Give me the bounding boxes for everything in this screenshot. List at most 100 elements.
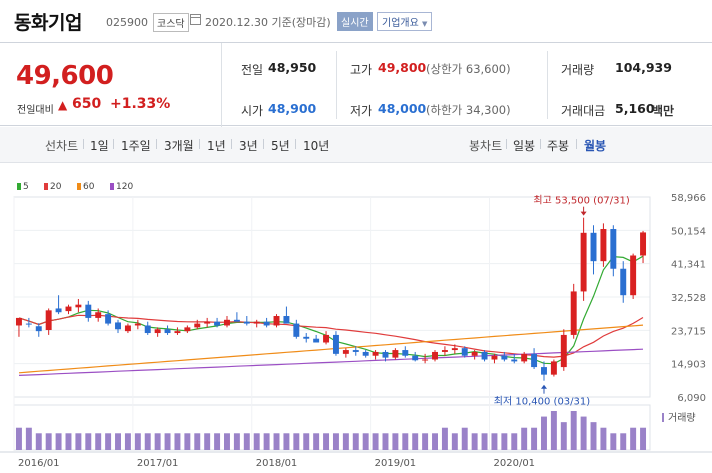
tab-1w[interactable]: 1주일: [121, 139, 151, 153]
x-tick-label: 2016/01: [18, 458, 60, 469]
stock-code: 025900: [106, 16, 148, 29]
price-summary: 49,600 전일대비 ▲ 650 +1.33% 전일 48,950 고가 49…: [0, 42, 712, 127]
divider: [83, 139, 84, 149]
candle-body: [590, 232, 597, 262]
line-chart-label: 선차트: [45, 139, 79, 153]
volume-label: 거래량: [668, 412, 696, 424]
volume-bar: [610, 433, 617, 450]
candle-body: [214, 321, 221, 326]
volume-bar: [174, 433, 181, 450]
volume-bar: [224, 433, 230, 450]
volume-bar: [422, 433, 429, 450]
candle-body: [273, 316, 280, 326]
tab-1d[interactable]: 1일: [90, 139, 109, 153]
candle-body: [134, 323, 141, 326]
open-label: 시가: [241, 104, 264, 118]
volume-bar: [501, 433, 508, 450]
volume-value: 104,939: [615, 60, 672, 75]
candle-body: [35, 326, 42, 332]
divider: [156, 139, 157, 149]
legend-ma120: 120: [110, 182, 133, 192]
volume-bar: [332, 433, 339, 450]
upper-limit: (상한가 63,600): [426, 62, 511, 76]
volume-bar: [65, 433, 72, 450]
candle-body: [313, 338, 320, 343]
volume-bar: [362, 433, 369, 450]
change-value: 650: [72, 96, 102, 112]
realtime-button[interactable]: 실시간: [337, 12, 373, 31]
volume-bar: [432, 433, 438, 450]
company-name[interactable]: 동화기업: [14, 12, 82, 34]
divider: [263, 139, 264, 149]
volume-bar: [253, 433, 260, 450]
volume-bar: [412, 433, 419, 450]
volume-bar: [392, 433, 399, 450]
legend-ma20: 20: [44, 182, 61, 192]
volume-bar: [451, 433, 458, 450]
candle-body: [352, 350, 359, 352]
candle-body: [144, 325, 151, 334]
volume-bar: [402, 433, 409, 450]
candle-body: [550, 361, 557, 375]
candle-body: [441, 350, 448, 352]
candle-body: [620, 268, 627, 296]
candle-body: [233, 319, 240, 322]
candle-body: [283, 316, 290, 324]
candle-body: [600, 229, 607, 262]
y-tick-label: 32,528: [671, 293, 706, 304]
low-label: 저가: [350, 104, 373, 118]
legend-ma60: 60: [77, 182, 94, 192]
legend-ma5: 5: [17, 182, 29, 192]
amount-unit: 백만: [652, 104, 675, 118]
change-label: 전일대비: [17, 105, 54, 116]
candle-body: [174, 331, 181, 334]
open-value: 48,900: [268, 101, 317, 116]
y-tick-label: 50,154: [671, 226, 706, 237]
candle-body: [25, 323, 32, 325]
volume-bar: [531, 427, 538, 450]
quote-date: 2020.12.30 기준(장마감): [205, 16, 331, 29]
calendar-icon: [190, 14, 201, 25]
volume-bar: [95, 433, 102, 450]
ma-line-120: [18, 348, 644, 376]
volume-bar: [550, 411, 557, 450]
volume-bar: [620, 433, 627, 450]
candle-body: [105, 314, 112, 324]
volume-bar: [134, 433, 141, 450]
candle-body: [541, 367, 547, 375]
amount-value: 5,160: [615, 101, 655, 116]
volume-bar: [352, 433, 359, 450]
volume-bar: [481, 433, 488, 450]
tab-monthly[interactable]: 월봉: [584, 139, 607, 153]
y-tick-label: 23,715: [671, 326, 706, 337]
candle-body: [580, 232, 587, 292]
candle-body: [630, 255, 637, 296]
tab-10y[interactable]: 10년: [303, 139, 330, 153]
candle-body: [402, 350, 409, 356]
divider: [547, 51, 548, 119]
lower-limit: (하한가 34,300): [426, 103, 511, 117]
volume-bar: [124, 433, 131, 450]
price-chart[interactable]: 58,966 50,154 41,341 32,528 23,715 14,903 6,09…: [0, 180, 712, 473]
divider: [336, 51, 337, 119]
tab-5y[interactable]: 5년: [271, 139, 290, 153]
candle-body: [204, 321, 211, 324]
tab-daily[interactable]: 일봉: [513, 139, 536, 153]
candle-body: [194, 323, 201, 328]
candle-body: [45, 310, 52, 331]
volume-bar: [461, 427, 468, 450]
candle-body: [392, 350, 399, 358]
prev-close-label: 전일: [241, 63, 264, 77]
candle-body: [253, 321, 260, 324]
tab-1y[interactable]: 1년: [207, 139, 226, 153]
volume-bar: [184, 433, 191, 450]
y-tick-label: 58,966: [671, 193, 706, 204]
y-tick-label: 41,341: [671, 260, 706, 271]
high-annotation: 최고 53,500 (07/31): [533, 195, 629, 207]
volume-bar: [541, 416, 547, 450]
tab-weekly[interactable]: 주봉: [547, 139, 570, 153]
company-info-dropdown[interactable]: 기업개요 ▼: [377, 12, 433, 31]
volume-bar: [640, 427, 647, 450]
tab-3m[interactable]: 3개월: [164, 139, 194, 153]
tab-3y[interactable]: 3년: [239, 139, 258, 153]
